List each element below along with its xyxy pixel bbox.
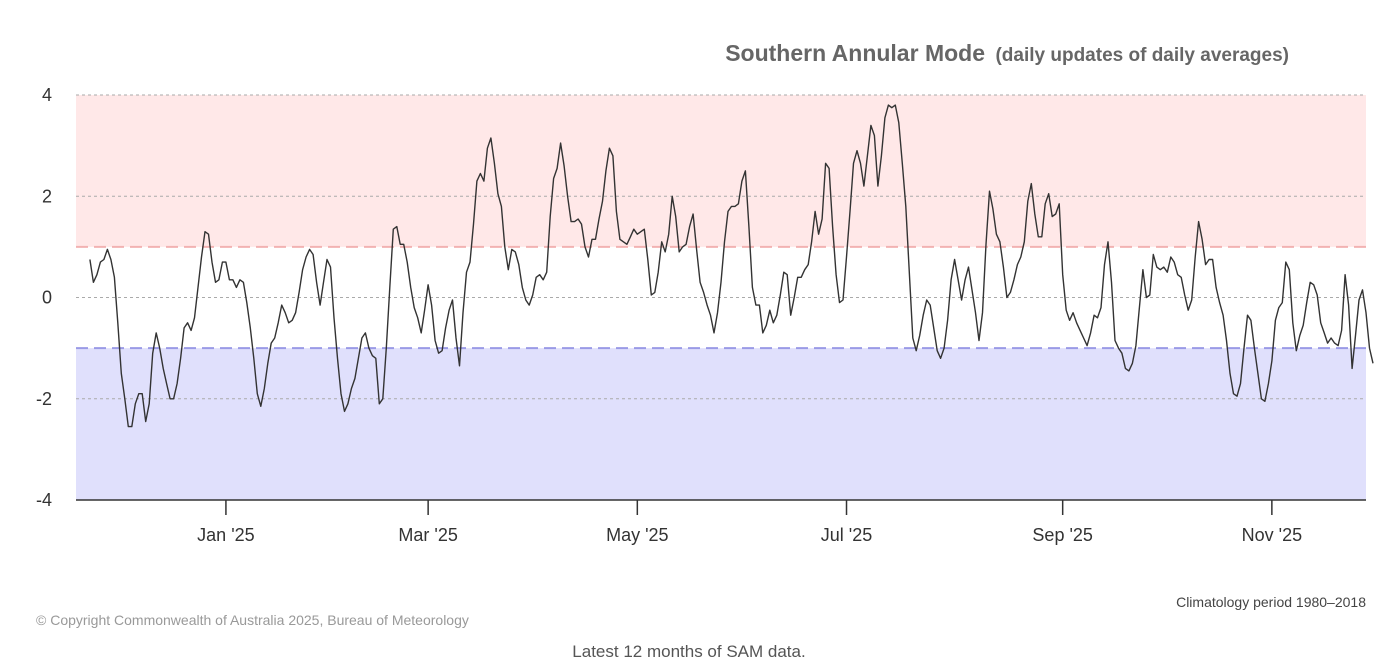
- gridlines: [76, 94, 1366, 400]
- series-line-sam: [89, 104, 1374, 428]
- series-group: [89, 104, 1374, 428]
- chart-title-subtitle: (daily updates of daily averages): [995, 45, 1289, 66]
- x-tick-label: Mar '25: [398, 525, 457, 545]
- climatology-note: Climatology period 1980–2018: [1176, 594, 1366, 610]
- x-tick-label: Jul '25: [821, 525, 872, 545]
- x-axis-ticks: Jan '25 Mar '25 May '25 Jul '25 Sep '25 Nov '…: [197, 500, 1302, 545]
- figure-caption: Latest 12 months of SAM data.: [572, 642, 806, 661]
- y-tick-label: -4: [36, 490, 52, 510]
- sam-line-chart: Southern Annular Mode (daily updates of …: [36, 40, 1374, 545]
- y-tick-label: 4: [42, 85, 52, 105]
- y-axis-ticks: 4 2 0 -2 -4: [36, 85, 52, 510]
- x-tick-label: Nov '25: [1242, 525, 1302, 545]
- x-tick-label: Jan '25: [197, 525, 254, 545]
- copyright-note: © Copyright Commonwealth of Australia 20…: [36, 612, 469, 628]
- negative-band: [76, 348, 1366, 500]
- y-tick-label: 0: [42, 288, 52, 308]
- x-tick-label: Sep '25: [1032, 525, 1093, 545]
- chart-title: Southern Annular Mode (daily updates of …: [725, 40, 1289, 66]
- chart-title-main: Southern Annular Mode: [725, 40, 985, 66]
- positive-band: [76, 95, 1366, 247]
- x-tick-label: May '25: [606, 525, 668, 545]
- y-tick-label: -2: [36, 389, 52, 409]
- threshold-bands: [76, 95, 1366, 500]
- y-tick-label: 2: [42, 186, 52, 206]
